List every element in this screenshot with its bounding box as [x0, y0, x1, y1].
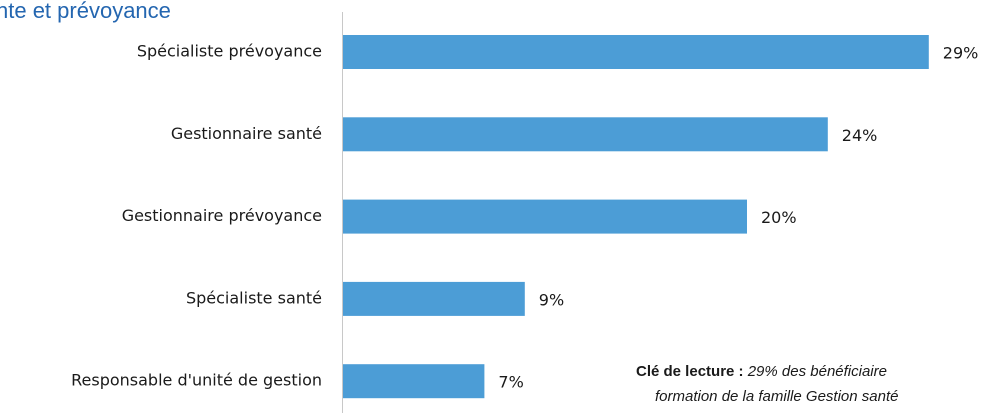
- annotation-lead: Clé de lecture :: [636, 363, 744, 380]
- value-label: 29%: [943, 44, 979, 63]
- category-label: Responsable d'unité de gestion: [71, 371, 322, 390]
- bar: [343, 35, 929, 69]
- bar: [343, 199, 747, 234]
- annotation: Clé de lecture : 29% des bénéficiaire: [636, 363, 887, 380]
- value-label: 24%: [842, 126, 878, 145]
- category-label: Spécialiste santé: [186, 288, 322, 307]
- annotation-line: 29% des bénéficiaire: [747, 363, 887, 380]
- value-label: 20%: [761, 208, 797, 227]
- value-label: 9%: [539, 290, 564, 309]
- annotation-line: formation de la famille Gestion santé: [655, 388, 898, 405]
- bar: [343, 117, 828, 152]
- value-label: 7%: [498, 373, 523, 392]
- category-label: Gestionnaire prévoyance: [122, 206, 322, 225]
- bar: [343, 281, 525, 316]
- bar: [343, 364, 485, 399]
- category-label: Gestionnaire santé: [171, 124, 322, 143]
- chart-title: nte et prévoyance: [0, 0, 171, 23]
- category-label: Spécialiste prévoyance: [137, 42, 322, 61]
